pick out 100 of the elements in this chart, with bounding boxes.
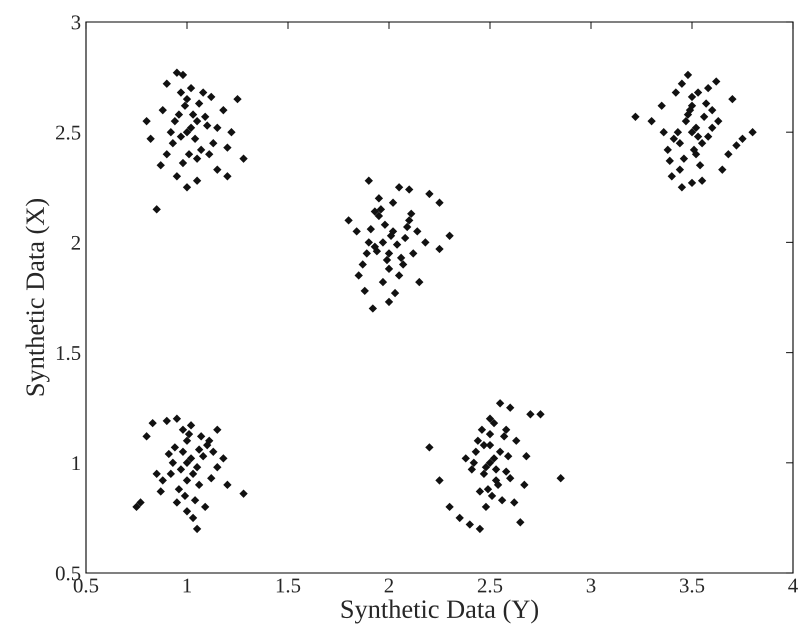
point <box>166 128 176 136</box>
point <box>196 146 206 154</box>
point <box>352 227 361 236</box>
point <box>498 496 506 504</box>
x-tick-label: 1.5 <box>276 578 300 593</box>
point <box>223 172 232 180</box>
point <box>714 117 722 126</box>
point <box>158 476 167 485</box>
point <box>536 410 545 418</box>
point <box>384 298 394 306</box>
point <box>152 205 161 214</box>
point <box>213 463 222 472</box>
point <box>435 244 444 254</box>
point <box>239 154 248 163</box>
point <box>384 264 394 274</box>
point <box>398 260 408 269</box>
point <box>702 99 710 108</box>
point <box>209 448 218 456</box>
point <box>476 524 484 534</box>
point <box>516 518 524 526</box>
y-tick-label: 0.5 <box>56 566 80 581</box>
point <box>194 99 204 108</box>
x-tick-label: 3.5 <box>680 578 704 593</box>
point <box>182 128 192 136</box>
point <box>182 94 192 104</box>
point <box>360 286 369 296</box>
point <box>694 132 702 141</box>
point <box>732 141 741 150</box>
point <box>415 278 424 286</box>
point <box>698 139 706 148</box>
point <box>504 452 512 460</box>
point <box>490 454 498 463</box>
point <box>162 416 171 426</box>
y-tick-label: 3 <box>72 15 80 30</box>
point <box>227 128 236 136</box>
point <box>482 463 490 472</box>
y-tick-label: 1 <box>72 456 80 470</box>
point <box>425 190 434 198</box>
point <box>647 117 656 126</box>
point <box>692 150 700 158</box>
point <box>186 421 196 430</box>
point <box>486 458 494 467</box>
point <box>164 450 173 458</box>
point <box>407 210 416 218</box>
point <box>664 146 672 154</box>
point <box>190 496 200 504</box>
point <box>209 139 218 148</box>
point <box>378 278 388 286</box>
point <box>213 124 222 132</box>
point <box>188 470 198 478</box>
point <box>660 128 668 136</box>
point <box>694 88 702 97</box>
point <box>364 176 373 185</box>
y-axis-title: Synthetic Data (X) <box>26 199 50 396</box>
point <box>403 222 412 232</box>
point <box>205 150 214 158</box>
point <box>180 492 190 500</box>
point <box>182 436 192 445</box>
point <box>384 249 394 258</box>
point <box>192 463 202 472</box>
point <box>207 92 216 102</box>
point <box>172 68 182 77</box>
point <box>520 480 529 490</box>
point <box>194 445 204 454</box>
point <box>156 161 165 170</box>
point <box>692 124 700 132</box>
point <box>680 154 688 163</box>
point <box>688 102 696 110</box>
point <box>170 117 180 126</box>
point <box>192 117 202 126</box>
point <box>136 498 145 507</box>
point <box>374 194 384 202</box>
point <box>456 514 464 522</box>
point <box>486 430 494 438</box>
point <box>486 414 494 423</box>
point <box>486 441 494 450</box>
point <box>380 220 390 229</box>
point <box>186 454 196 463</box>
point <box>748 128 757 136</box>
point <box>506 404 514 412</box>
point <box>668 172 676 180</box>
point <box>178 448 188 456</box>
y-tick-label: 1.5 <box>56 346 80 360</box>
point <box>176 132 186 141</box>
point <box>176 465 186 474</box>
point <box>474 436 482 445</box>
point <box>203 121 212 130</box>
point <box>468 465 476 474</box>
point <box>704 84 712 92</box>
point <box>213 426 222 434</box>
point <box>482 502 490 512</box>
x-tick-label: 3 <box>586 578 596 593</box>
point <box>176 88 186 97</box>
point <box>366 225 375 234</box>
point <box>186 84 196 92</box>
point <box>704 132 712 141</box>
x-axis-title: Synthetic Data (Y) <box>342 600 538 624</box>
point <box>170 443 180 452</box>
point <box>700 112 708 121</box>
point <box>192 524 202 534</box>
